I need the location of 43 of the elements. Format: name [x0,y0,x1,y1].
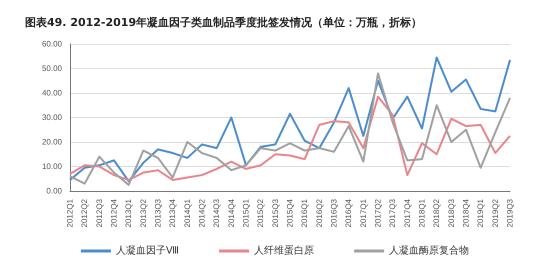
x-tick-label: 2018Q2 [432,198,442,228]
x-tick-label: 2012Q1 [66,198,74,228]
x-tick-label: 2016Q2 [314,198,324,228]
legend-label: 人凝血因子Ⅷ [116,244,180,256]
x-tick-label: 2018Q1 [418,198,426,228]
y-tick-label: 0.00 [46,186,63,196]
y-tick-label: 10.00 [42,162,63,171]
x-tick-label: 2017Q1 [358,198,368,228]
x-tick-label: 2013Q3 [154,198,162,228]
y-tick-label: 60.00 [42,40,63,48]
x-tick-label: 2013Q4 [168,198,178,228]
x-tick-label: 2012Q2 [80,198,90,228]
x-tick-label: 2014Q2 [198,198,206,228]
x-tick-label: 2017Q2 [374,198,382,228]
x-tick-label: 2013Q1 [124,198,134,228]
x-tick-label: 2019Q1 [476,198,486,228]
x-tick-label: 2016Q1 [300,198,310,228]
x-tick-label: 2018Q4 [462,198,470,228]
x-tick-label: 2014Q1 [182,198,192,228]
x-tick-label: 2019Q3 [506,198,514,228]
x-tick-label: 2017Q3 [388,198,398,228]
line-series [69,96,511,181]
x-tick-label: 2014Q3 [212,198,222,228]
x-tick-label: 2013Q2 [138,198,148,228]
chart-title: 图表49. 2012-2019年凝血因子类血制品季度批签发情况（单位：万瓶，折标） [25,16,422,29]
x-tick-label: 2016Q3 [330,198,338,228]
x-tick-label: 2015Q4 [286,198,294,228]
y-tick-label: 20.00 [42,138,63,146]
y-tick-label: 30.00 [42,113,63,122]
x-tick-label: 2016Q4 [344,198,354,228]
y-tick-label: 40.00 [42,88,63,98]
x-tick-label: 2018Q3 [446,198,456,228]
x-tick-label: 2012Q4 [110,198,118,228]
legend-label: 人纤维蛋白原 [254,244,314,256]
x-tick-label: 2012Q3 [94,198,104,228]
y-tick-label: 50.00 [42,64,63,73]
x-tick-label: 2017Q4 [402,198,412,228]
x-tick-label: 2014Q4 [226,198,236,228]
legend-label: 人凝血酶原复合物 [389,244,470,256]
x-tick-label: 2015Q1 [242,198,250,228]
x-tick-label: 2015Q3 [270,198,280,228]
x-tick-label: 2019Q2 [490,198,500,228]
x-tick-label: 2015Q2 [256,198,266,228]
